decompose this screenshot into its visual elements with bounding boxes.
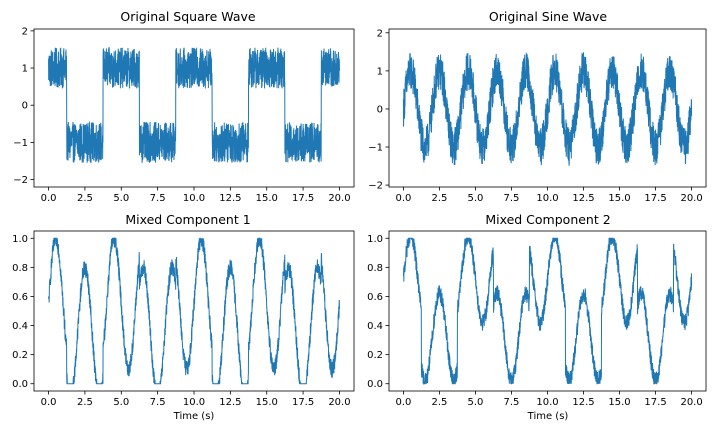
x-tick-label: 0.0	[41, 193, 57, 204]
x-axis-label: Time (s)	[527, 411, 569, 422]
y-tick-label: −2	[13, 175, 28, 186]
series-line	[48, 46, 340, 163]
y-tick-label: −1	[368, 143, 383, 154]
x-tick-label: 20.0	[328, 193, 350, 204]
x-axis-label: Time (s)	[173, 411, 215, 422]
subplot-title: Mixed Component 2	[485, 212, 610, 227]
y-tick-label: 0.0	[367, 379, 383, 390]
x-tick-label: 15.0	[256, 193, 278, 204]
subplot-sine-wave: Original Sine Wave 0.0 2.5 5.0 7.5 10.0 12.5 1…	[368, 9, 707, 204]
y-tick-label: 0.8	[12, 263, 28, 274]
y-tick-label: 0	[377, 104, 383, 115]
y-tick-label: 0.0	[12, 379, 28, 390]
subplot-mixed-component-2: Mixed Component 2 Time (s) 0.0 2.5 5.0 7.5 1…	[367, 212, 707, 422]
x-tick-label: 5.0	[468, 193, 484, 204]
y-tick-label: 0.2	[12, 350, 28, 361]
x-tick-label: 10.0	[183, 193, 205, 204]
x-tick-label: 0.0	[395, 397, 411, 408]
y-tick-label: 0	[22, 101, 28, 112]
x-tick-label: 5.0	[468, 397, 484, 408]
x-tick-label: 10.0	[536, 397, 558, 408]
x-tick-label: 2.5	[77, 397, 93, 408]
series-line	[402, 237, 693, 386]
x-tick-label: 7.5	[150, 193, 166, 204]
y-tick-label: 0.6	[367, 292, 383, 303]
y-tick-label: −2	[368, 181, 383, 192]
x-tick-label: 12.5	[572, 397, 594, 408]
x-tick-label: 2.5	[77, 193, 93, 204]
y-tick-label: 0.4	[12, 321, 28, 332]
x-tick-label: 12.5	[219, 397, 241, 408]
x-tick-label: 17.5	[644, 193, 666, 204]
x-tick-label: 15.0	[256, 397, 278, 408]
x-tick-label: 20.0	[680, 193, 702, 204]
x-tick-label: 15.0	[608, 397, 630, 408]
subplot-title: Mixed Component 1	[125, 212, 250, 227]
x-tick-label: 12.5	[572, 193, 594, 204]
y-tick-label: 1.0	[367, 234, 383, 245]
x-tick-label: 17.5	[292, 397, 314, 408]
subplot-title: Original Sine Wave	[489, 9, 607, 24]
x-tick-label: 5.0	[113, 193, 129, 204]
x-tick-label: 17.5	[292, 193, 314, 204]
y-tick-label: 2	[377, 28, 383, 39]
x-tick-label: 7.5	[150, 397, 166, 408]
x-tick-label: 12.5	[219, 193, 241, 204]
subplot-title: Original Square Wave	[120, 9, 255, 24]
x-tick-label: 20.0	[680, 397, 702, 408]
x-tick-label: 10.0	[183, 397, 205, 408]
subplot-mixed-component-1: Mixed Component 1 Time (s) 0.0 2.5 5.0 7.5 1…	[12, 212, 355, 422]
x-tick-label: 17.5	[644, 397, 666, 408]
x-tick-label: 2.5	[431, 193, 447, 204]
y-tick-label: 0.8	[367, 263, 383, 274]
x-tick-label: 10.0	[536, 193, 558, 204]
y-tick-label: 0.4	[367, 321, 383, 332]
x-tick-label: 7.5	[504, 397, 520, 408]
y-tick-label: 0.2	[367, 350, 383, 361]
x-tick-label: 5.0	[113, 397, 129, 408]
y-tick-label: 1	[22, 64, 28, 75]
x-tick-label: 15.0	[608, 193, 630, 204]
x-tick-label: 20.0	[328, 397, 350, 408]
series-line	[402, 52, 693, 166]
x-tick-label: 0.0	[41, 397, 57, 408]
subplot-square-wave: Original Square Wave 0.0 2.5 5.0 7.5 10.0 12.…	[13, 9, 355, 204]
x-tick-label: 7.5	[504, 193, 520, 204]
x-tick-label: 2.5	[431, 397, 447, 408]
y-tick-label: 1.0	[12, 234, 28, 245]
y-tick-label: −1	[13, 138, 28, 149]
y-tick-label: 1	[377, 66, 383, 77]
y-tick-label: 2	[22, 26, 28, 37]
y-tick-label: 0.6	[12, 292, 28, 303]
x-tick-label: 0.0	[395, 193, 411, 204]
series-line	[48, 237, 340, 385]
